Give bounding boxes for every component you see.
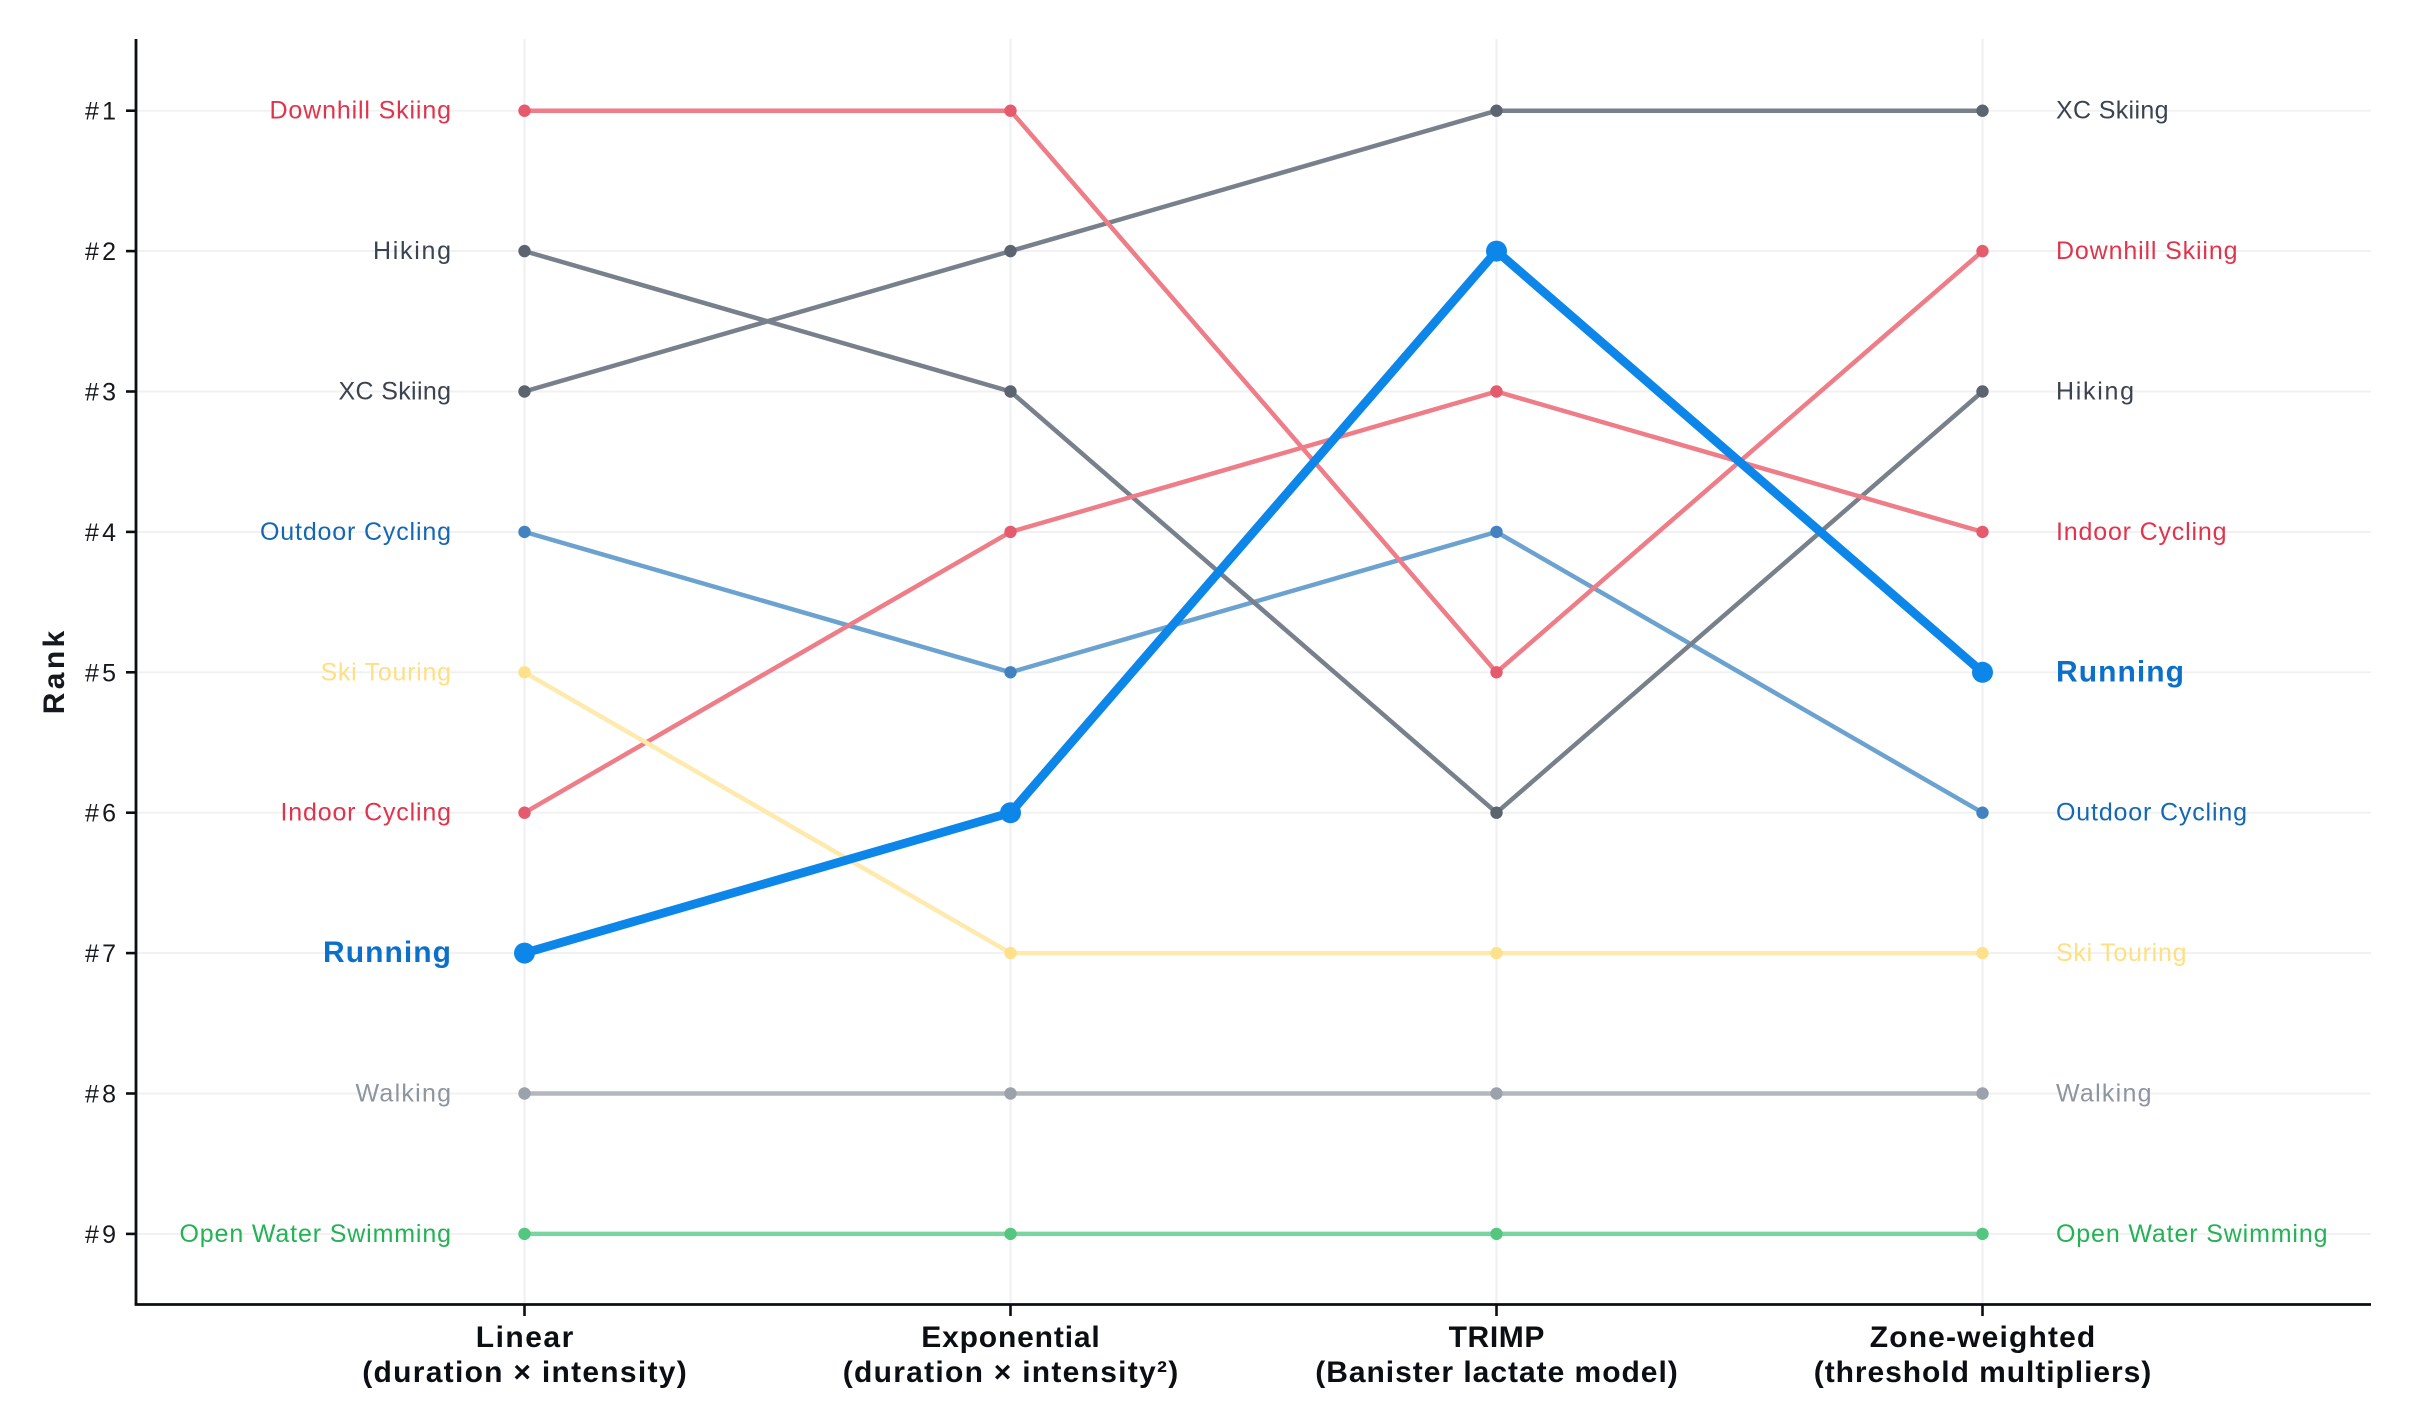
svg-text:TRIMP: TRIMP (1449, 1321, 1545, 1354)
svg-text:Downhill Skiing: Downhill Skiing (270, 97, 452, 125)
svg-text:(duration × intensity): (duration × intensity) (362, 1356, 687, 1389)
svg-text:Ski Touring: Ski Touring (2056, 939, 2187, 967)
svg-text:Exponential: Exponential (921, 1321, 1100, 1354)
svg-text:Hiking: Hiking (2056, 378, 2134, 406)
svg-text:Running: Running (2056, 655, 2184, 688)
svg-text:Indoor Cycling: Indoor Cycling (2056, 518, 2227, 546)
svg-text:Open Water Swimming: Open Water Swimming (180, 1220, 452, 1248)
svg-text:Open Water Swimming: Open Water Swimming (2056, 1220, 2328, 1248)
svg-text:(duration × intensity²): (duration × intensity²) (843, 1356, 1179, 1389)
svg-text:Linear: Linear (476, 1321, 574, 1354)
svg-text:Outdoor Cycling: Outdoor Cycling (2056, 799, 2247, 827)
svg-text:Downhill Skiing: Downhill Skiing (2056, 237, 2238, 265)
svg-text:Walking: Walking (2056, 1080, 2152, 1108)
svg-text:Ski Touring: Ski Touring (321, 658, 452, 686)
svg-text:(threshold multipliers): (threshold multipliers) (1814, 1356, 2152, 1389)
svg-text:XC Skiing: XC Skiing (2056, 97, 2169, 125)
svg-text:Hiking: Hiking (373, 237, 451, 265)
svg-text:Zone-weighted: Zone-weighted (1870, 1321, 2096, 1354)
svg-text:Walking: Walking (356, 1080, 452, 1108)
svg-text:Running: Running (323, 936, 451, 969)
svg-text:Outdoor Cycling: Outdoor Cycling (260, 518, 451, 546)
svg-text:Indoor Cycling: Indoor Cycling (281, 799, 452, 827)
svg-text:(Banister lactate model): (Banister lactate model) (1315, 1356, 1678, 1389)
svg-text:XC Skiing: XC Skiing (339, 378, 452, 406)
